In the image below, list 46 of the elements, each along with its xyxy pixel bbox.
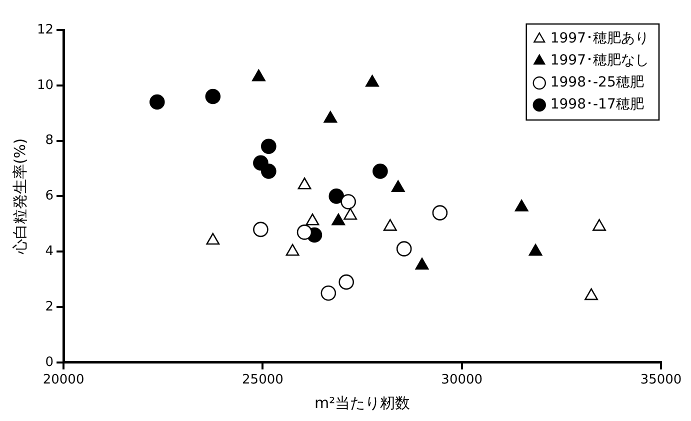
point	[332, 213, 346, 226]
point	[296, 224, 312, 240]
point	[584, 288, 598, 300]
point	[298, 177, 312, 190]
x-tick-label: 35000	[640, 372, 682, 388]
point	[261, 138, 276, 154]
point	[396, 241, 412, 256]
point	[344, 208, 358, 220]
y-tick-label: 10	[36, 78, 54, 93]
y-tick-label: 2	[45, 299, 54, 314]
point	[149, 94, 165, 110]
y-tick-label: 12	[36, 22, 54, 38]
point	[206, 232, 220, 245]
y-tick-label: 4	[45, 244, 54, 259]
y-tick-label: 0	[45, 354, 54, 370]
point	[328, 188, 344, 204]
point	[253, 222, 268, 238]
point	[383, 219, 397, 231]
legend-label: 1998･-25穂肥	[550, 74, 644, 91]
point	[205, 88, 221, 104]
point	[432, 205, 448, 220]
point	[286, 244, 300, 256]
point	[306, 213, 320, 226]
x-tick-label: 20000	[42, 372, 84, 388]
point	[340, 194, 356, 210]
point	[320, 286, 336, 301]
y-tick-label: 8	[45, 133, 54, 148]
point	[252, 69, 266, 82]
point	[592, 219, 606, 231]
legend-label: 1997･穂肥なし	[550, 52, 650, 69]
point	[261, 164, 276, 179]
point	[338, 274, 354, 290]
x-tick-label: 30000	[441, 372, 483, 388]
point	[366, 74, 379, 87]
legend-label: 1998･-17穂肥	[550, 96, 644, 113]
point	[372, 164, 388, 179]
x-tick-label: 25000	[242, 372, 284, 388]
point	[324, 110, 338, 123]
point	[528, 244, 542, 256]
legend-label: 1997･穂肥あり	[550, 30, 650, 47]
point	[391, 180, 405, 192]
y-axis-title: 心白粒発生率(%)	[10, 138, 29, 256]
x-axis-title: m²当たり籾数	[314, 394, 410, 412]
point	[514, 200, 528, 212]
point	[415, 258, 429, 270]
y-tick-label: 6	[45, 188, 54, 204]
